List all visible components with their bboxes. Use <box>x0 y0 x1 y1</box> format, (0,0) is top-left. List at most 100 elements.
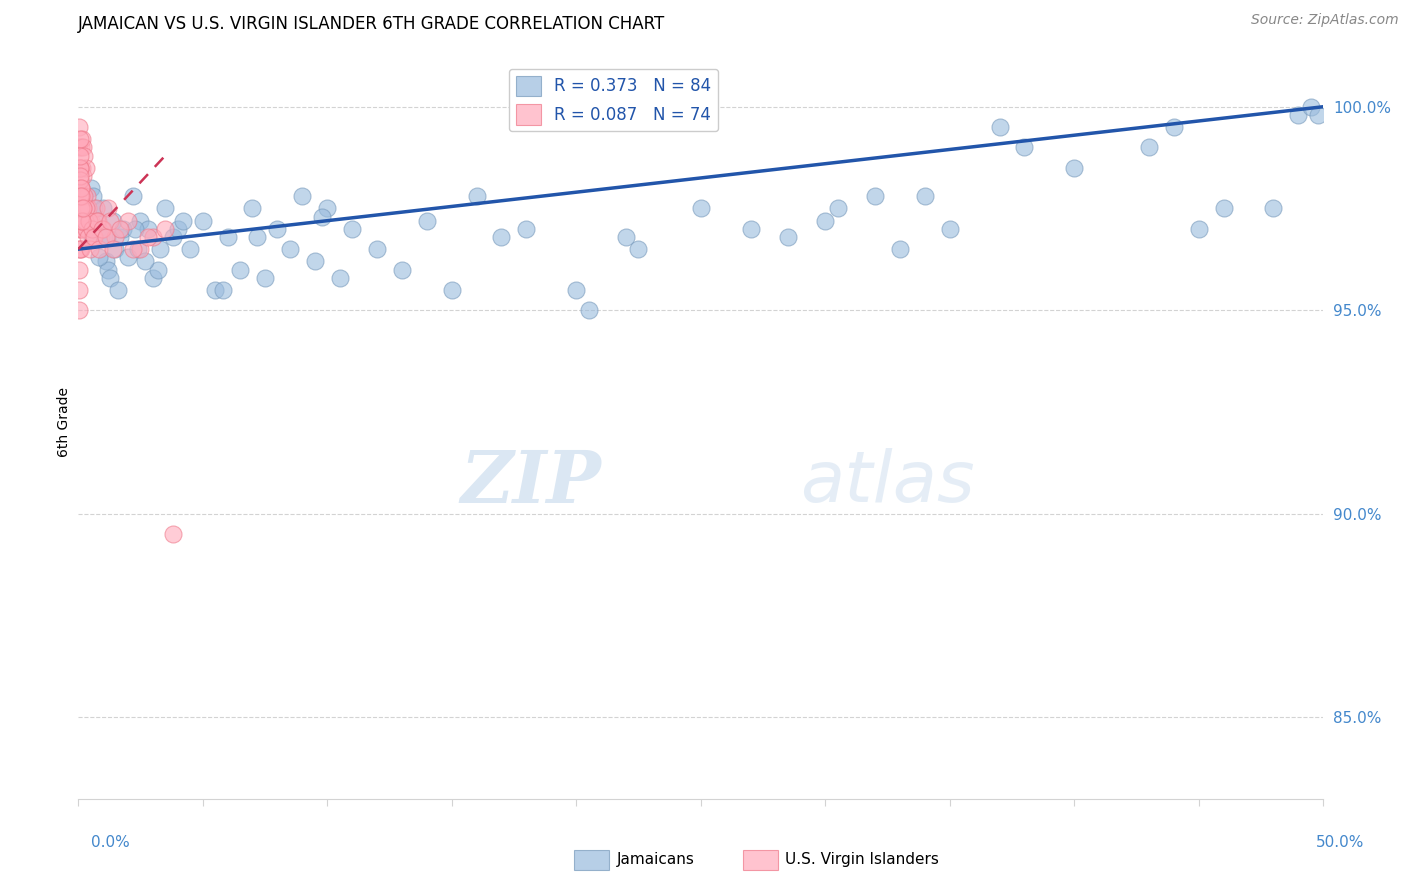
Point <box>1063 161 1085 175</box>
Point <box>69 242 91 256</box>
Point <box>1212 202 1234 216</box>
Point <box>266 222 288 236</box>
Point <box>72 189 94 203</box>
Point <box>84 202 107 216</box>
Text: atlas: atlas <box>800 448 974 517</box>
Point <box>69 189 91 203</box>
Point <box>889 242 911 256</box>
Point <box>134 254 156 268</box>
Point <box>229 262 252 277</box>
Point <box>278 242 301 256</box>
Point <box>72 202 94 216</box>
Point <box>311 210 333 224</box>
Point <box>80 230 103 244</box>
Point <box>67 202 90 216</box>
Point <box>627 242 650 256</box>
Point <box>204 283 226 297</box>
Point <box>155 202 177 216</box>
Point <box>83 202 105 216</box>
Point <box>67 161 90 175</box>
Point <box>82 230 104 244</box>
Point <box>69 140 91 154</box>
Point <box>72 202 94 216</box>
Point <box>416 213 439 227</box>
Point <box>76 230 98 244</box>
Point <box>69 148 91 162</box>
Point <box>1188 222 1211 236</box>
Point <box>97 262 120 277</box>
Point <box>110 230 132 244</box>
Point <box>578 303 600 318</box>
Point <box>689 202 711 216</box>
Point <box>94 230 117 244</box>
Point <box>136 222 159 236</box>
Point <box>122 189 145 203</box>
Point <box>87 213 110 227</box>
Point <box>129 213 152 227</box>
Text: JAMAICAN VS U.S. VIRGIN ISLANDER 6TH GRADE CORRELATION CHART: JAMAICAN VS U.S. VIRGIN ISLANDER 6TH GRA… <box>79 15 665 33</box>
Point <box>67 262 90 277</box>
Point <box>70 222 93 236</box>
Point <box>70 189 93 203</box>
Y-axis label: 6th Grade: 6th Grade <box>58 387 72 458</box>
Point <box>101 242 124 256</box>
Point <box>491 230 513 244</box>
Point <box>162 230 184 244</box>
Point <box>69 242 91 256</box>
Point <box>70 181 93 195</box>
Legend: R = 0.373   N = 84, R = 0.087   N = 74: R = 0.373 N = 84, R = 0.087 N = 74 <box>509 69 718 131</box>
Point <box>94 254 117 268</box>
Point <box>67 140 90 154</box>
Point <box>340 222 363 236</box>
Point <box>391 262 413 277</box>
Point <box>162 527 184 541</box>
Point <box>129 242 152 256</box>
Point <box>827 202 849 216</box>
Point <box>75 222 97 236</box>
Point <box>69 173 91 187</box>
Point <box>914 189 936 203</box>
Point <box>86 213 108 227</box>
Point <box>73 148 96 162</box>
Point <box>72 169 94 183</box>
Point <box>863 189 886 203</box>
Point <box>91 222 114 236</box>
Point <box>87 222 110 236</box>
Point <box>84 213 107 227</box>
Point <box>1137 140 1160 154</box>
Point <box>740 222 762 236</box>
Point <box>117 250 139 264</box>
Point <box>67 303 90 318</box>
Point <box>77 213 100 227</box>
Text: Source: ZipAtlas.com: Source: ZipAtlas.com <box>1251 13 1399 28</box>
Text: 50.0%: 50.0% <box>1316 836 1364 850</box>
Point <box>69 189 91 203</box>
Point <box>146 262 169 277</box>
Point <box>111 222 134 236</box>
Point <box>155 222 177 236</box>
Point <box>179 242 201 256</box>
Point <box>96 230 118 244</box>
Point <box>69 161 91 175</box>
Point <box>366 242 388 256</box>
Point <box>117 213 139 227</box>
Point <box>75 161 97 175</box>
Point <box>67 120 90 134</box>
Point <box>776 230 799 244</box>
Point <box>1163 120 1185 134</box>
Point <box>67 242 90 256</box>
Point <box>316 202 339 216</box>
Point <box>242 202 264 216</box>
Point <box>72 189 94 203</box>
Point <box>73 213 96 227</box>
Point <box>67 283 90 297</box>
Point <box>89 250 111 264</box>
Point <box>122 242 145 256</box>
Point <box>565 283 588 297</box>
Point <box>67 222 90 236</box>
Point <box>127 242 149 256</box>
Point <box>83 230 105 244</box>
Text: U.S. Virgin Islanders: U.S. Virgin Islanders <box>785 853 939 867</box>
Point <box>217 230 239 244</box>
Point <box>89 242 111 256</box>
